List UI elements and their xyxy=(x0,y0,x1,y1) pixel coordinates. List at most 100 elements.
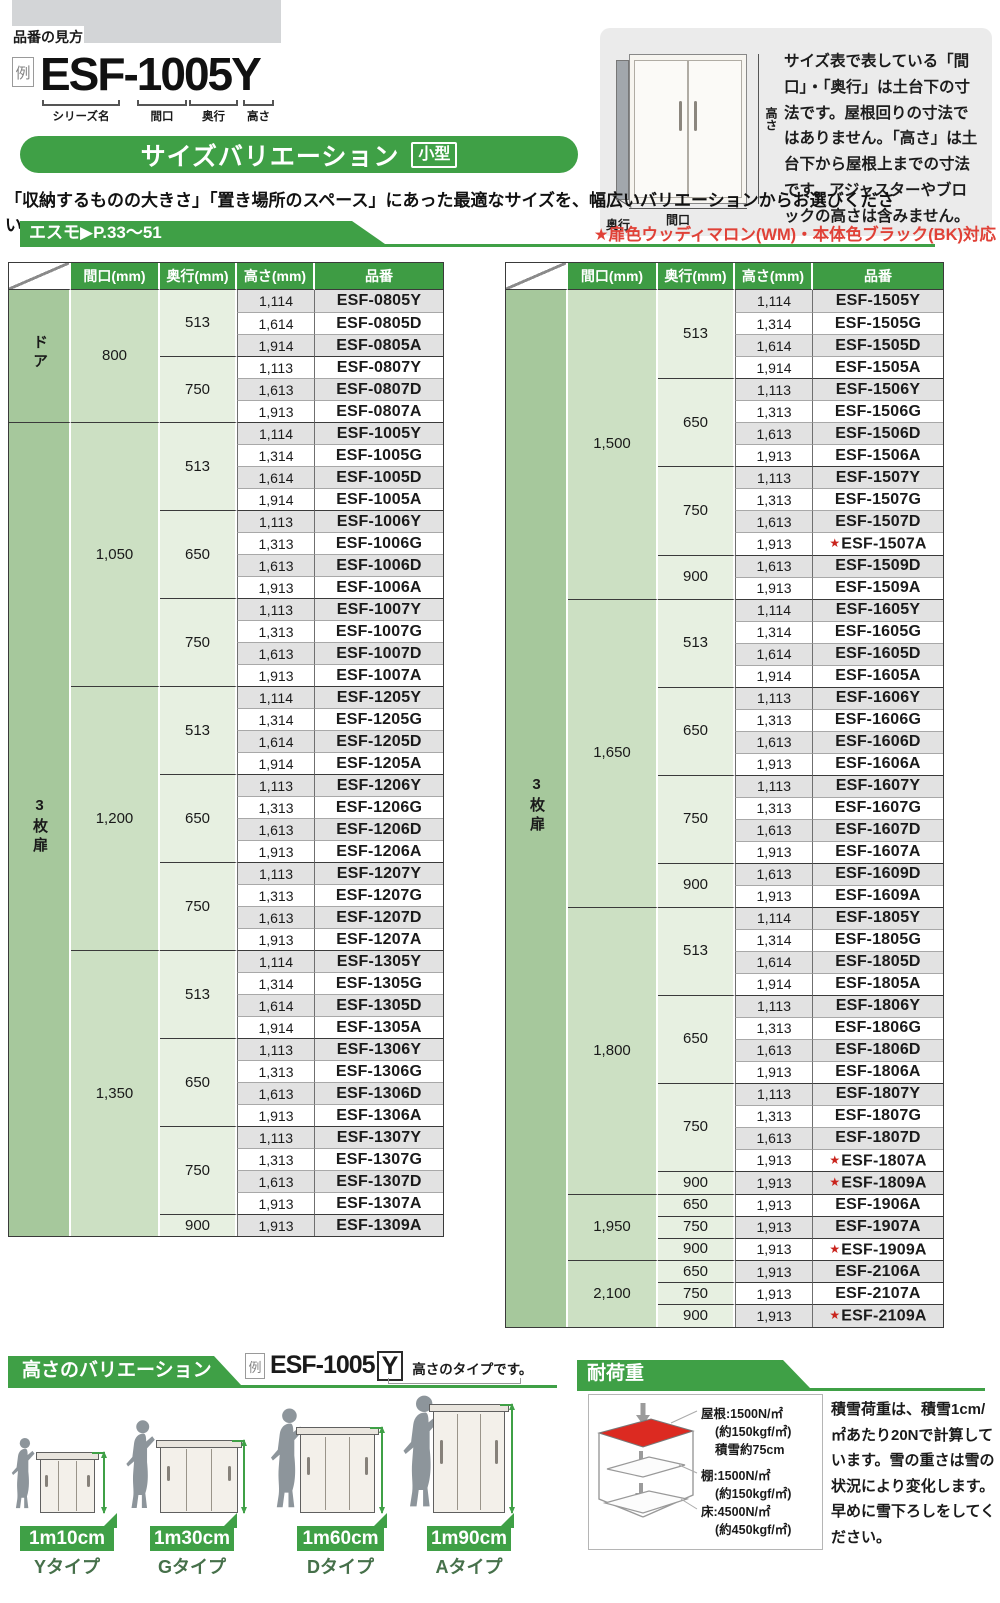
height-cell: 1,113 xyxy=(735,994,813,1017)
table-row: 1,314 ESF-1605G xyxy=(506,620,943,643)
person-silhouette xyxy=(403,1395,440,1507)
product-code: ESF-1306Y xyxy=(336,1040,422,1058)
example-note: 高さのタイプです。 xyxy=(412,1362,533,1377)
product-code-cell: ESF-1307G xyxy=(315,1148,443,1170)
product-code: ESF-1609A xyxy=(835,887,921,904)
table-row: 1,314 ESF-1805G xyxy=(506,928,943,951)
width-dimension-line xyxy=(629,208,747,209)
height-cell: 1,914 xyxy=(237,488,315,510)
height-cell: 1,313 xyxy=(237,620,315,642)
floor-load-label: 床:4500N/㎡ xyxy=(701,1505,771,1519)
product-code: ESF-1807D xyxy=(835,1129,921,1146)
shelf-load-label: 棚:1500N/㎡ xyxy=(701,1469,771,1483)
width-cell: 1,500 xyxy=(568,290,658,599)
small-type-badge: 小型 xyxy=(411,141,458,168)
door-seam xyxy=(211,1449,213,1511)
product-code: ESF-2109A xyxy=(841,1307,927,1325)
depth-cell: 650 xyxy=(160,774,237,862)
depth-cell: 513 xyxy=(658,598,735,687)
height-cell: 1,114 xyxy=(237,290,315,312)
product-code-cell: ESF-1606Y xyxy=(813,686,943,709)
product-code: ESF-1007D xyxy=(336,644,422,662)
arrow-tick xyxy=(370,1427,383,1429)
height-cell: 1,613 xyxy=(237,642,315,664)
height-cell: 1,613 xyxy=(735,1038,813,1061)
roof-load-label: 屋根:1500N/㎡ xyxy=(701,1407,783,1421)
door-handle xyxy=(86,1474,90,1488)
product-code-cell: ESF-1207D xyxy=(315,906,443,928)
height-cell: 1,113 xyxy=(237,774,315,796)
product-code-cell: ESF-1306Y xyxy=(315,1038,443,1060)
product-code: ESF-1607G xyxy=(834,799,922,816)
table-row: 1,350 513 1,114 ESF-1305Y xyxy=(9,950,443,1236)
table-row: 750 1,113 ESF-1007Y xyxy=(9,598,443,686)
height-cell: 1,913 xyxy=(237,840,315,862)
product-code-cell: ★ESF-1807A xyxy=(813,1148,943,1171)
door-seam xyxy=(75,1461,77,1511)
product-code-cell: ESF-0805A xyxy=(315,334,443,356)
height-cell: 1,613 xyxy=(735,730,813,753)
table-row: 1,314 ESF-1505G xyxy=(506,312,943,334)
height-cell: 1,313 xyxy=(735,796,813,819)
table-row: 1,313 ESF-1206G xyxy=(9,796,443,818)
product-code-cell: ESF-1805Y xyxy=(813,906,943,929)
shelf-load-sub: (約150kgf/㎡) xyxy=(715,1487,792,1501)
product-code-cell: ESF-1305Y xyxy=(315,950,443,972)
product-code-cell: ESF-1305A xyxy=(315,1016,443,1038)
product-code-cell: ★ESF-1909A xyxy=(813,1237,943,1260)
height-cell: 1,613 xyxy=(237,554,315,576)
shed-roof xyxy=(429,1404,509,1412)
depth-cell: 650 xyxy=(658,994,735,1083)
product-code: ESF-0807D xyxy=(336,380,422,398)
height-cell: 1,313 xyxy=(237,884,315,906)
product-code-cell: ESF-1007D xyxy=(315,642,443,664)
type-name-d: Dタイプ xyxy=(307,1557,374,1577)
table-row: 1,613 ESF-1007D xyxy=(9,642,443,664)
product-code-cell: ESF-1509A xyxy=(813,576,943,599)
shed-illustration-a xyxy=(429,1404,509,1513)
table-row: 1,613 ESF-1306D xyxy=(9,1082,443,1104)
table-row: 1,913 ★ESF-1507A xyxy=(506,532,943,555)
star-icon: ★ xyxy=(829,1175,841,1189)
product-code-cell: ESF-1207Y xyxy=(315,862,443,884)
product-code: ESF-1606D xyxy=(835,733,921,750)
header-gray-band-lower xyxy=(84,26,281,43)
product-code: ESF-1907A xyxy=(835,1218,921,1235)
product-code: ESF-1605A xyxy=(835,667,921,684)
height-cell: 1,913 xyxy=(237,1192,315,1214)
floor-shape xyxy=(602,1490,690,1514)
star-icon: ★ xyxy=(829,1241,841,1256)
width-cell: 1,200 xyxy=(71,686,160,950)
product-code-cell: ESF-2107A xyxy=(813,1282,943,1304)
table-row: 1,914 ESF-1805A xyxy=(506,972,943,995)
product-code: ESF-1207Y xyxy=(336,864,422,882)
door-handle xyxy=(439,1440,443,1464)
product-code-cell: ESF-1606G xyxy=(813,708,943,731)
table-row: 750 1,113 ESF-1307Y xyxy=(9,1126,443,1214)
product-code-cell: ESF-1205D xyxy=(315,730,443,752)
floor-load-sub: (約450kgf/㎡) xyxy=(715,1523,792,1537)
width-cell: 1,350 xyxy=(71,950,160,1236)
table-row: 900 1,913 ESF-1309A xyxy=(9,1214,443,1236)
table-row: 1,613 ESF-1506D xyxy=(506,422,943,444)
product-code-cell: ESF-1805D xyxy=(813,950,943,973)
height-cell: 1,913 xyxy=(735,884,813,907)
height-cell: 1,113 xyxy=(237,510,315,532)
example-code-prefix: ESF-1005 xyxy=(270,1351,376,1379)
height-cell: 1,614 xyxy=(735,642,813,665)
load-capacity-diagram xyxy=(597,1403,698,1518)
table-row: 3枚扉 1,050 513 1,114 ESF-1005Y xyxy=(9,422,443,1236)
table-row: 1,200 513 1,114 ESF-1205Y xyxy=(9,686,443,950)
height-cell: 1,113 xyxy=(735,1082,813,1105)
height-cell: 1,913 xyxy=(237,664,315,686)
depth-cell: 513 xyxy=(160,290,237,356)
height-cell: 1,113 xyxy=(237,598,315,620)
width-cell: 2,100 xyxy=(568,1260,658,1327)
product-code: ESF-1207A xyxy=(336,930,422,948)
product-code-cell: ESF-1607G xyxy=(813,796,943,819)
category-label: 3枚扉 xyxy=(528,775,545,835)
size-table-left-table: 間口(mm) 奥行(mm) 高さ(mm) 品番 ドア 800 513 1,114 ESF-080… xyxy=(8,262,444,1237)
table-row: 650 1,113 ESF-1806Y xyxy=(506,994,943,1083)
height-cell: 1,913 xyxy=(237,576,315,598)
